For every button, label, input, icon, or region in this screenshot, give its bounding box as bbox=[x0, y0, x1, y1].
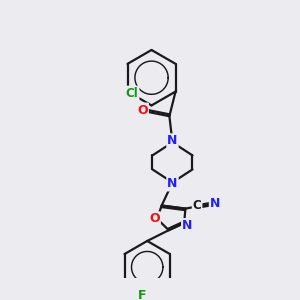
Text: Cl: Cl bbox=[126, 87, 139, 100]
Text: N: N bbox=[167, 134, 178, 147]
Text: N: N bbox=[167, 178, 178, 190]
Text: O: O bbox=[149, 212, 160, 225]
Text: N: N bbox=[210, 196, 220, 210]
Text: C: C bbox=[193, 199, 202, 212]
Text: N: N bbox=[182, 219, 192, 232]
Text: O: O bbox=[137, 103, 148, 116]
Text: F: F bbox=[138, 289, 147, 300]
